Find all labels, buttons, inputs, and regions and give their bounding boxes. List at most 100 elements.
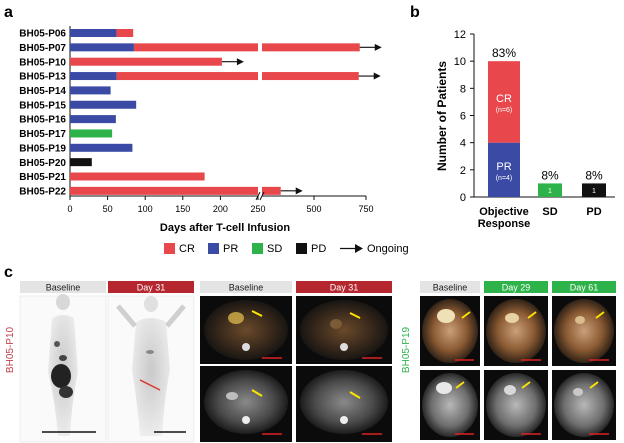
patient-label: BH05-P17 xyxy=(19,129,66,140)
segment-label: 1 xyxy=(592,188,596,195)
ongoing-arrow-head xyxy=(373,72,381,80)
pet-ct-day31-image xyxy=(296,296,392,364)
mri-baseline-top-image xyxy=(420,296,480,366)
mri-day61-top-image xyxy=(552,296,616,366)
y-tick-label: 4 xyxy=(460,138,466,150)
timepoint-header-label: Baseline xyxy=(46,283,81,293)
swimmer-bar xyxy=(70,43,134,52)
x-tick-label: 750 xyxy=(358,204,373,214)
timepoint-header-label: Baseline xyxy=(433,283,468,293)
axis-break-mark xyxy=(255,191,261,201)
y-tick-label: 0 xyxy=(460,192,466,204)
x-tick-label: 250 xyxy=(250,204,265,214)
y-tick-label: 12 xyxy=(454,29,466,41)
patient-label: BH05-P20 xyxy=(19,158,66,169)
timepoint-header xyxy=(108,281,194,293)
pet-ct-baseline-image xyxy=(200,296,292,364)
pet-mip-baseline-image xyxy=(19,294,107,443)
ct-baseline-image xyxy=(200,366,292,442)
pet-mip-day31-image xyxy=(107,295,195,443)
patient-label: BH05-P07 xyxy=(19,43,66,54)
timepoint-header xyxy=(296,281,392,293)
patient-label: BH05-P06 xyxy=(19,29,66,40)
y-tick-label: 2 xyxy=(460,165,466,177)
swimmer-bar xyxy=(262,43,360,52)
legend-ongoing-label: Ongoing xyxy=(367,243,409,255)
legend-swatch xyxy=(252,243,263,254)
swimmer-plot: BH05-P06 BH05-P07 BH05-P10 BH05-P13 BH05-P14… xyxy=(19,26,382,234)
legend-swatch xyxy=(164,243,175,254)
timepoint-header xyxy=(484,281,548,293)
panel-label-c: c xyxy=(4,264,13,281)
legend-label: PR xyxy=(223,243,238,255)
bar-total-label: 83% xyxy=(492,46,516,60)
stacked-bar-chart: Number of Patients 0 2 4 6 8 10 12 PR (n=4) CR (n… xyxy=(435,29,615,230)
legend-label: CR xyxy=(179,243,195,255)
segment-label: 1 xyxy=(548,188,552,195)
segment-sublabel: (n=6) xyxy=(496,107,513,114)
timepoint-header-label: Day 29 xyxy=(502,283,531,293)
mri-day61-bottom-image xyxy=(552,370,616,440)
category-label: Objective xyxy=(479,206,529,218)
x-tick-label: 50 xyxy=(103,204,113,214)
segment-label: CR xyxy=(496,93,512,105)
swimmer-bar xyxy=(70,57,222,66)
swimmer-bar xyxy=(70,100,137,109)
x-tick-label: 500 xyxy=(306,204,321,214)
segment-sublabel: (n=4) xyxy=(496,175,513,182)
bar-total-label: 8% xyxy=(585,168,603,182)
stacked-bar-segment xyxy=(582,183,606,197)
x-tick-label: 100 xyxy=(138,204,153,214)
legend-label: SD xyxy=(267,243,282,255)
patient-label: BH05-P19 xyxy=(19,143,66,154)
legend-label: PD xyxy=(311,243,326,255)
swimmer-bar xyxy=(70,72,117,81)
legend-arrow-head xyxy=(355,244,363,253)
patient-label: BH05-P15 xyxy=(19,100,66,111)
timepoint-header-label: Day 61 xyxy=(570,283,599,293)
patient-label: BH05-P13 xyxy=(19,72,66,83)
swimmer-bar xyxy=(70,158,92,167)
swimmer-bar xyxy=(70,29,117,37)
legend-swatch xyxy=(208,243,219,254)
bar-y-label: Number of Patients xyxy=(435,61,449,171)
category-label: PD xyxy=(586,206,601,218)
swimmer-bar xyxy=(70,86,111,95)
patient-label: BH05-P10 xyxy=(19,57,66,68)
stacked-bar-segment xyxy=(538,183,562,197)
timepoint-header-label: Day 31 xyxy=(137,283,166,293)
timepoint-header xyxy=(20,281,106,293)
y-tick-label: 10 xyxy=(454,56,466,68)
panel-label-b: b xyxy=(410,4,420,21)
swimmer-bar xyxy=(70,186,258,195)
swimmer-bar xyxy=(116,29,134,37)
swimmer-bar xyxy=(133,43,258,52)
swimmer-bar xyxy=(262,72,359,81)
legend: CR PR SD PD Ongoing xyxy=(164,243,409,255)
mri-baseline-bottom-image xyxy=(420,370,480,440)
panel-label-a: a xyxy=(4,4,13,21)
swimmer-bar xyxy=(70,129,113,138)
x-tick-label: 200 xyxy=(213,204,228,214)
timepoint-header xyxy=(200,281,292,293)
stacked-bar-segment xyxy=(488,142,520,197)
imaging-panel: BH05-P10 BH05-P19 Baseline Day 31 Baseline… xyxy=(5,281,616,443)
swimmer-bar xyxy=(70,172,205,181)
category-label: SD xyxy=(542,206,557,218)
swimmer-bar xyxy=(262,186,281,195)
mri-day29-bottom-image xyxy=(484,370,548,440)
patient-label: BH05-P22 xyxy=(19,186,66,197)
ongoing-arrow-head xyxy=(295,187,303,195)
ongoing-arrow-head xyxy=(236,58,244,66)
axis-break-mark xyxy=(259,191,265,201)
category-label: Response xyxy=(478,218,531,230)
mri-day29-top-image xyxy=(484,296,548,366)
swimmer-x-label: Days after T-cell Infusion xyxy=(160,222,290,234)
bar-total-label: 8% xyxy=(541,168,559,182)
timepoint-header xyxy=(420,281,480,293)
timepoint-header-label: Day 31 xyxy=(330,283,359,293)
y-tick-label: 6 xyxy=(460,111,466,123)
timepoint-header xyxy=(552,281,616,293)
ct-day31-image xyxy=(296,366,392,442)
patient-label: BH05-P16 xyxy=(19,115,66,126)
